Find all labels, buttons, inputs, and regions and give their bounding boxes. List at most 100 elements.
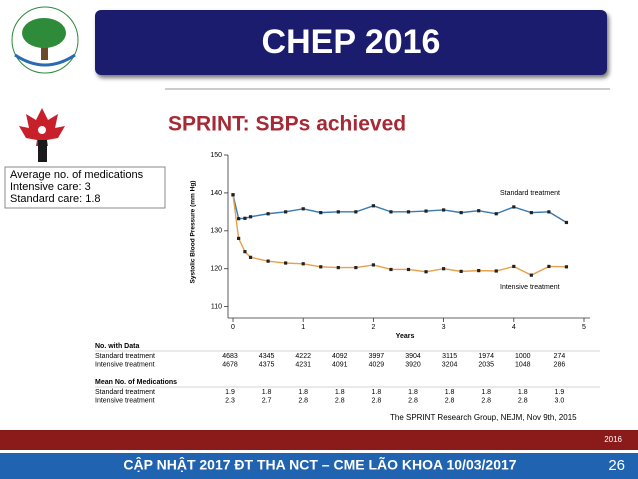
data-point: [459, 211, 463, 215]
y-tick-label: 130: [210, 228, 222, 235]
data-point: [424, 270, 428, 274]
data-point: [477, 269, 481, 273]
data-point: [459, 269, 463, 273]
data-point: [442, 208, 446, 212]
table-cell: 1.8: [445, 389, 455, 396]
y-axis-label: Systolic Blood Pressure (mm Hg): [190, 181, 197, 284]
data-point: [243, 250, 247, 254]
table-row-label: Intensive treatment: [95, 397, 155, 404]
data-point: [424, 209, 428, 213]
data-point: [564, 220, 569, 225]
header-title: CHEP 2016: [262, 23, 441, 61]
x-tick-label: 1: [301, 324, 305, 331]
y-tick-label: 110: [211, 303, 222, 310]
data-point: [389, 267, 393, 272]
table-cell: 2.8: [372, 397, 382, 404]
table-row-label: Standard treatment: [95, 353, 155, 360]
data-point: [371, 263, 375, 267]
y-tick-label: 150: [210, 152, 222, 159]
data-point: [336, 265, 340, 270]
data-point: [248, 215, 253, 219]
table-cell: 3204: [442, 361, 458, 368]
table-cell: 4683: [222, 353, 238, 360]
series-label: Standard treatment: [500, 190, 560, 197]
data-point: [512, 205, 516, 209]
header-box: [95, 10, 607, 75]
data-point: [547, 210, 551, 214]
data-point: [243, 216, 247, 220]
series-line: [232, 194, 567, 224]
info-line: Average no. of medications: [10, 169, 144, 181]
data-point: [237, 217, 241, 221]
data-point: [336, 210, 340, 214]
page-number: 26: [608, 457, 625, 474]
table-cell: 2.8: [445, 397, 455, 404]
table-cell: 1000: [515, 353, 531, 360]
table-cell: 1.9: [555, 389, 565, 396]
table-cell: 1.8: [518, 389, 528, 396]
data-point: [319, 265, 323, 269]
data-point: [529, 211, 533, 215]
data-point: [301, 207, 305, 211]
data-point: [406, 267, 411, 272]
x-tick-label: 3: [442, 324, 446, 331]
table-cell: 2.8: [518, 397, 528, 404]
chart-title: SPRINT: SBPs achieved: [168, 113, 406, 136]
data-point: [529, 273, 533, 277]
footer-band: [0, 430, 638, 450]
table-cell: 4345: [259, 353, 275, 360]
table-cell: 2.8: [481, 397, 491, 404]
table-cell: 3920: [405, 361, 421, 368]
x-tick-label: 5: [582, 324, 586, 331]
table-cell: 1.8: [372, 389, 382, 396]
data-point: [248, 255, 253, 259]
table-cell: 286: [554, 361, 566, 368]
table-cell: 1.8: [335, 389, 345, 396]
info-box: [4, 166, 166, 209]
table-cell: 1.9: [225, 389, 235, 396]
x-tick-label: 2: [371, 324, 375, 331]
icon: [19, 108, 65, 162]
data-point: [354, 210, 358, 214]
table-cell: 1.8: [262, 389, 272, 396]
data-point: [371, 204, 375, 208]
x-tick-label: 0: [231, 324, 235, 331]
y-tick-label: 120: [210, 266, 222, 273]
table-cell: 2.7: [262, 397, 272, 404]
series-line: [232, 194, 567, 276]
table-cell: 3904: [405, 353, 421, 360]
table-section-title: Mean No. of Medications: [95, 379, 177, 386]
table-row-label: Intensive treatment: [95, 361, 155, 368]
table-section-title: No. with Data: [95, 343, 139, 350]
x-axis-label: Years: [396, 333, 415, 340]
table-cell: 4231: [295, 361, 311, 368]
logo: [11, 6, 79, 74]
table-row-label: Standard treatment: [95, 389, 155, 396]
table-cell: 1.8: [481, 389, 491, 396]
table-cell: 1974: [478, 353, 494, 360]
x-tick-label: 4: [512, 324, 516, 331]
y-tick-label: 140: [210, 190, 222, 197]
table-cell: 2035: [478, 361, 494, 368]
data-point: [284, 261, 288, 265]
footer-bar: [0, 453, 638, 479]
data-point: [442, 267, 446, 271]
table-cell: 2.8: [408, 397, 418, 404]
data-point: [389, 210, 393, 214]
data-point: [494, 212, 498, 216]
data-point: [266, 259, 270, 263]
data-point: [494, 269, 498, 273]
footer-text: CẬP NHẬT 2017 ĐT THA NCT – CME LÃO KHOA …: [123, 456, 516, 473]
table-cell: 3997: [369, 353, 385, 360]
series-label: Intensive treatment: [500, 284, 560, 291]
table-cell: 3115: [442, 353, 457, 360]
data-point: [547, 264, 551, 269]
table-cell: 4092: [332, 353, 348, 360]
table-cell: 2.8: [335, 397, 345, 404]
table-cell: 4222: [295, 353, 311, 360]
table-cell: 4029: [369, 361, 385, 368]
data-point: [231, 193, 235, 197]
data-point: [512, 264, 516, 269]
